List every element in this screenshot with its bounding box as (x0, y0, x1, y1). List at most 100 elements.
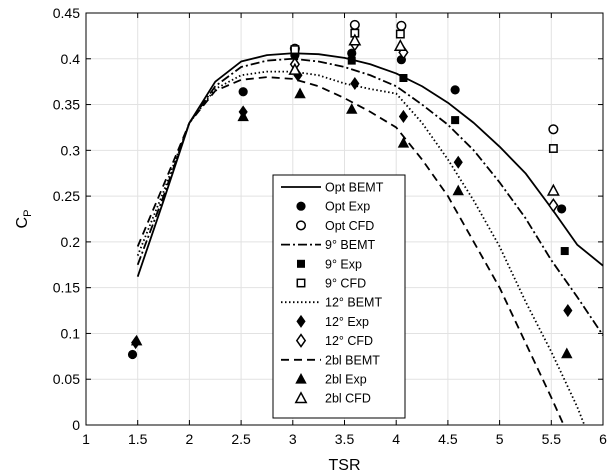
data-point (348, 33, 362, 46)
data-point (546, 183, 560, 196)
legend-entry: 12° CFD (295, 333, 373, 348)
series-2bl-exp (130, 87, 573, 359)
legend-marker-swatch (295, 372, 307, 384)
data-point (557, 204, 567, 214)
legend-label: 9° Exp (325, 257, 362, 271)
data-point (398, 109, 409, 123)
legend-entry: Opt CFD (295, 219, 374, 233)
data-point (453, 155, 463, 169)
data-point (237, 110, 249, 122)
legend-entry: Opt BEMT (281, 181, 384, 195)
series-line (136, 57, 604, 336)
x-tick-label: 1 (82, 431, 90, 447)
x-tick-label: 4.5 (438, 431, 458, 447)
data-point (130, 334, 143, 346)
legend-entry: 9° Exp (296, 257, 362, 271)
x-tick-label: 5.5 (542, 431, 562, 447)
legend-marker-swatch (295, 333, 307, 348)
data-point (560, 247, 569, 256)
legend-marker-swatch (294, 391, 308, 404)
series-2bl-cfd (288, 33, 560, 196)
legend-label: 2bl CFD (325, 392, 371, 406)
legend-label: 12° CFD (325, 334, 373, 348)
data-point (548, 197, 559, 213)
y-tick-label: 0 (72, 417, 80, 433)
legend-label: 9° BEMT (325, 238, 376, 252)
legend-marker-swatch (296, 314, 306, 328)
data-point (397, 136, 410, 148)
legend-entry: 2bl CFD (294, 391, 371, 406)
y-tick-label: 0.1 (61, 325, 81, 341)
data-point (288, 62, 302, 75)
plot-series (127, 19, 604, 426)
y-tick-label: 0.45 (53, 5, 80, 21)
legend-entry: Opt Exp (296, 200, 370, 214)
data-point (563, 304, 573, 318)
data-point (294, 87, 306, 99)
legend-label: 2bl BEMT (325, 353, 380, 367)
legend-entry: 2bl BEMT (281, 353, 380, 367)
y-tick-label: 0.4 (61, 51, 81, 67)
series-9deg-bemt (136, 57, 604, 336)
x-axis-title: TSR (329, 457, 361, 474)
data-point (396, 20, 407, 31)
x-tick-label: 2 (186, 431, 194, 447)
x-tick-label: 2.5 (231, 431, 251, 447)
legend-entry: 9° CFD (296, 277, 366, 291)
legend-label: 12° BEMT (325, 296, 382, 310)
data-point (349, 19, 360, 30)
series-line (136, 52, 604, 277)
legend-entry: 9° BEMT (281, 238, 376, 252)
data-point (399, 74, 408, 83)
legend-label: 12° Exp (325, 315, 369, 329)
y-axis-title-main: C (14, 217, 31, 229)
y-tick-label: 0.3 (61, 142, 81, 158)
data-point (346, 103, 358, 114)
y-tick-label: 0.25 (53, 188, 80, 204)
y-tick-label: 0.15 (53, 280, 80, 296)
series-12deg-bemt (136, 70, 586, 426)
x-tick-label: 5 (496, 431, 504, 447)
data-point (561, 347, 573, 359)
series-opt-bemt (136, 52, 604, 277)
legend-marker-swatch (296, 278, 306, 288)
series-line (136, 70, 586, 426)
data-point (452, 184, 464, 196)
legend-label: Opt BEMT (325, 181, 384, 195)
x-tick-label: 3 (289, 431, 297, 447)
x-tick-label: 4 (392, 431, 400, 447)
legend-label: 9° CFD (325, 277, 366, 291)
legend-marker-swatch (296, 259, 305, 268)
data-point (548, 124, 559, 135)
legend: Opt BEMT Opt Exp Opt CFD 9° BEMT 9° Exp 9° CF… (272, 174, 406, 419)
series-9deg-cfd (290, 28, 558, 153)
data-point (350, 76, 360, 91)
legend-label: Opt CFD (325, 219, 374, 233)
legend-label: Opt Exp (325, 200, 370, 214)
data-point (290, 45, 300, 55)
y-tick-label: 0.05 (53, 371, 80, 387)
x-tick-label: 3.5 (335, 431, 355, 447)
series-line (136, 76, 565, 426)
x-tick-label: 1.5 (128, 431, 148, 447)
data-point (347, 56, 356, 65)
x-tick-label: 6 (599, 431, 607, 447)
data-point (395, 29, 405, 39)
legend-box (272, 174, 406, 419)
data-point (450, 85, 460, 95)
data-point (548, 144, 558, 153)
data-point (127, 349, 138, 360)
legend-marker-swatch (295, 220, 307, 231)
y-tick-label: 0.2 (61, 234, 81, 250)
legend-marker-swatch (296, 201, 306, 211)
series-2bl-bemt (136, 76, 565, 426)
y-axis-title-subscript: P (22, 210, 34, 217)
legend-label: 2bl Exp (325, 373, 367, 387)
legend-entry: 12° BEMT (281, 296, 382, 310)
legend-entry: 2bl Exp (295, 372, 367, 387)
y-tick-label: 0.35 (53, 97, 80, 113)
data-point (238, 87, 248, 97)
series-opt-cfd (289, 19, 559, 135)
y-axis-title: CP (14, 210, 34, 229)
